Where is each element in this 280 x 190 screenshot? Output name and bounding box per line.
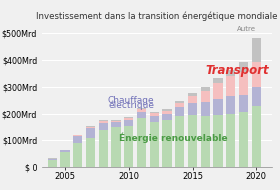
Bar: [226, 114, 235, 167]
Bar: [99, 120, 108, 121]
Bar: [111, 122, 121, 127]
Bar: [213, 83, 223, 99]
Bar: [213, 78, 223, 83]
Bar: [137, 118, 146, 167]
Bar: [73, 135, 82, 136]
Bar: [48, 160, 57, 167]
Bar: [150, 116, 159, 122]
Bar: [111, 120, 121, 121]
Bar: [213, 115, 223, 167]
Bar: [226, 76, 235, 96]
Bar: [73, 143, 82, 167]
Bar: [124, 118, 133, 120]
Text: Autre: Autre: [237, 26, 256, 32]
Bar: [73, 136, 82, 143]
Bar: [252, 87, 261, 106]
Bar: [226, 70, 235, 76]
Bar: [150, 122, 159, 167]
Bar: [201, 91, 210, 102]
Bar: [188, 115, 197, 167]
Bar: [162, 114, 172, 120]
Bar: [239, 95, 248, 112]
Bar: [252, 106, 261, 167]
Bar: [201, 102, 210, 116]
Bar: [162, 120, 172, 167]
Bar: [124, 120, 133, 126]
Bar: [188, 103, 197, 115]
Text: Chauffage: Chauffage: [108, 96, 155, 105]
Bar: [86, 138, 95, 167]
Bar: [99, 130, 108, 167]
Bar: [252, 37, 261, 62]
Bar: [48, 159, 57, 160]
Bar: [86, 126, 95, 127]
Bar: [175, 101, 184, 103]
Bar: [201, 87, 210, 91]
Bar: [86, 127, 95, 128]
Bar: [60, 150, 69, 153]
Bar: [150, 113, 159, 116]
Bar: [239, 72, 248, 95]
Bar: [137, 112, 146, 118]
Bar: [86, 128, 95, 138]
Bar: [252, 62, 261, 87]
Bar: [137, 108, 146, 109]
Bar: [201, 116, 210, 167]
Bar: [162, 109, 172, 111]
Title: Investissement dans la transition énergétique mondiale: Investissement dans la transition énergé…: [36, 11, 277, 21]
Bar: [226, 96, 235, 114]
Bar: [239, 62, 248, 72]
Bar: [99, 123, 108, 130]
Bar: [124, 117, 133, 118]
Bar: [99, 121, 108, 123]
Bar: [111, 127, 121, 167]
Bar: [239, 112, 248, 167]
Bar: [213, 99, 223, 115]
Bar: [175, 107, 184, 116]
Bar: [175, 103, 184, 107]
Bar: [111, 121, 121, 122]
Bar: [48, 158, 57, 159]
Bar: [137, 109, 146, 112]
Bar: [162, 111, 172, 114]
Bar: [188, 93, 197, 96]
Bar: [175, 116, 184, 167]
Bar: [150, 112, 159, 113]
Text: Transport: Transport: [205, 64, 269, 78]
Bar: [124, 126, 133, 167]
Bar: [60, 153, 69, 167]
Text: Énergie renouvelable: Énergie renouvelable: [119, 133, 228, 143]
Text: électrique: électrique: [108, 101, 154, 110]
Bar: [188, 96, 197, 103]
